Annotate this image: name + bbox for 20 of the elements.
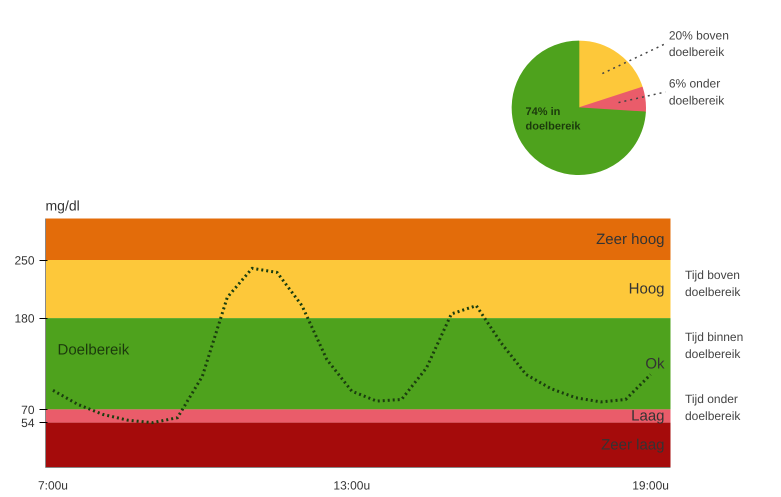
annotation: Doelbereik: [58, 342, 130, 359]
text: Tijd boven doelbereik: [685, 266, 742, 301]
data-label: 74% in doelbereik: [526, 106, 582, 133]
x-tick-label: 13:00u: [333, 478, 370, 492]
band-label: Laag: [631, 408, 665, 425]
band-label: Zeer laag: [601, 436, 665, 454]
text: Tijd onder doelbereik: [685, 390, 742, 425]
y-axis-title: mg/dl: [46, 198, 80, 214]
band-label: Zeer hoog: [596, 230, 665, 248]
x-tick-label: 19:00u: [632, 478, 669, 492]
text: Tijd binnen doelbereik: [685, 328, 744, 363]
x-tick-label: 7:00u: [38, 478, 68, 492]
band-label: Ok: [645, 355, 665, 372]
y-tick-label: 54: [21, 416, 35, 430]
data-label: 20% boven doelbereik: [668, 28, 729, 60]
band-label: Hoog: [628, 280, 664, 298]
y-tick-label: 250: [14, 254, 35, 268]
y-tick-label: 70: [21, 402, 35, 417]
y-tick-label: 180: [14, 312, 35, 326]
data-label: 6% onder doelbereik: [668, 76, 726, 108]
